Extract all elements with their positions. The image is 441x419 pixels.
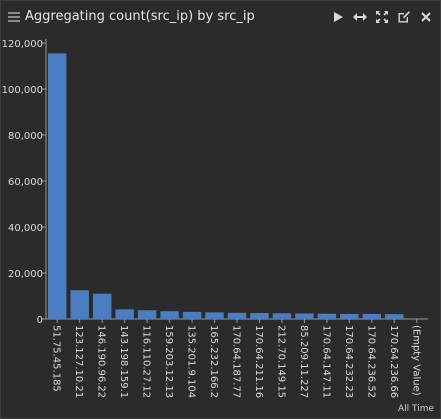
- x-tick-label: 170.64.187.77: [231, 325, 242, 398]
- x-tick-label: 51.75.45.185: [51, 325, 62, 392]
- panel-toolbar: [329, 8, 434, 26]
- x-tick-label: 85.209.11.227: [298, 325, 309, 398]
- bar: [250, 313, 269, 319]
- bar: [295, 313, 314, 319]
- panel-title: Aggregating count(src_ip) by src_ip: [25, 9, 255, 24]
- x-tick-label: 170.64.236.52: [365, 325, 376, 398]
- expand-icon[interactable]: [373, 8, 390, 25]
- bar-chart: 0 20,000 40,000 60,000 80,000 100,000 120,000 5…: [2, 39, 428, 398]
- panel-header: Aggregating count(src_ip) by src_ip: [1, 1, 440, 33]
- time-range-label: All Time: [397, 404, 434, 414]
- x-tick-label: 212.70.149.150: [275, 325, 286, 398]
- y-tick-label: 120,000: [2, 39, 43, 50]
- x-tick-label: 170.64.236.66: [388, 325, 399, 398]
- bar: [317, 313, 337, 319]
- y-tick-label: 80,000: [8, 131, 43, 142]
- x-tick-label: 170.64.211.168: [253, 325, 264, 398]
- bar: [70, 290, 89, 319]
- x-tick-label: 135.201.9.104: [186, 325, 197, 398]
- bar: [205, 312, 224, 319]
- y-tick-label: 100,000: [2, 85, 43, 96]
- y-tick-label: 20,000: [8, 269, 43, 280]
- x-tick-label: (Empty Value): [410, 325, 421, 396]
- close-icon[interactable]: [417, 8, 434, 25]
- x-tick-label: 143.198.159.112: [118, 325, 129, 398]
- y-tick-label: 60,000: [8, 177, 43, 188]
- x-tick-label: 123.127.10.217: [73, 325, 84, 398]
- x-tick-label: 146.190.96.229: [96, 325, 107, 398]
- bar: [92, 293, 112, 319]
- hamburger-menu-icon[interactable]: [8, 12, 20, 22]
- x-tick-label: 159.203.12.13: [163, 325, 174, 398]
- bar: [340, 313, 359, 319]
- play-icon[interactable]: [329, 8, 346, 25]
- bar: [160, 311, 179, 319]
- x-tick-label: 170.64.147.11: [320, 325, 331, 398]
- x-tick-label: 116.110.27.124: [141, 325, 152, 398]
- bar: [137, 310, 157, 319]
- x-tick-label: 170.64.232.238: [343, 325, 354, 398]
- x-tick-label: 165.232.166.202: [208, 325, 219, 398]
- edit-icon[interactable]: [395, 8, 412, 25]
- y-tick-label: 40,000: [8, 223, 43, 234]
- bar: [227, 312, 247, 319]
- bar: [182, 311, 202, 319]
- bar: [272, 313, 292, 319]
- bar: [48, 53, 67, 319]
- resize-horizontal-icon[interactable]: [351, 8, 368, 25]
- y-tick-label: 0: [37, 315, 43, 326]
- bar: [115, 309, 134, 319]
- bar: [362, 313, 382, 319]
- bar: [385, 314, 404, 319]
